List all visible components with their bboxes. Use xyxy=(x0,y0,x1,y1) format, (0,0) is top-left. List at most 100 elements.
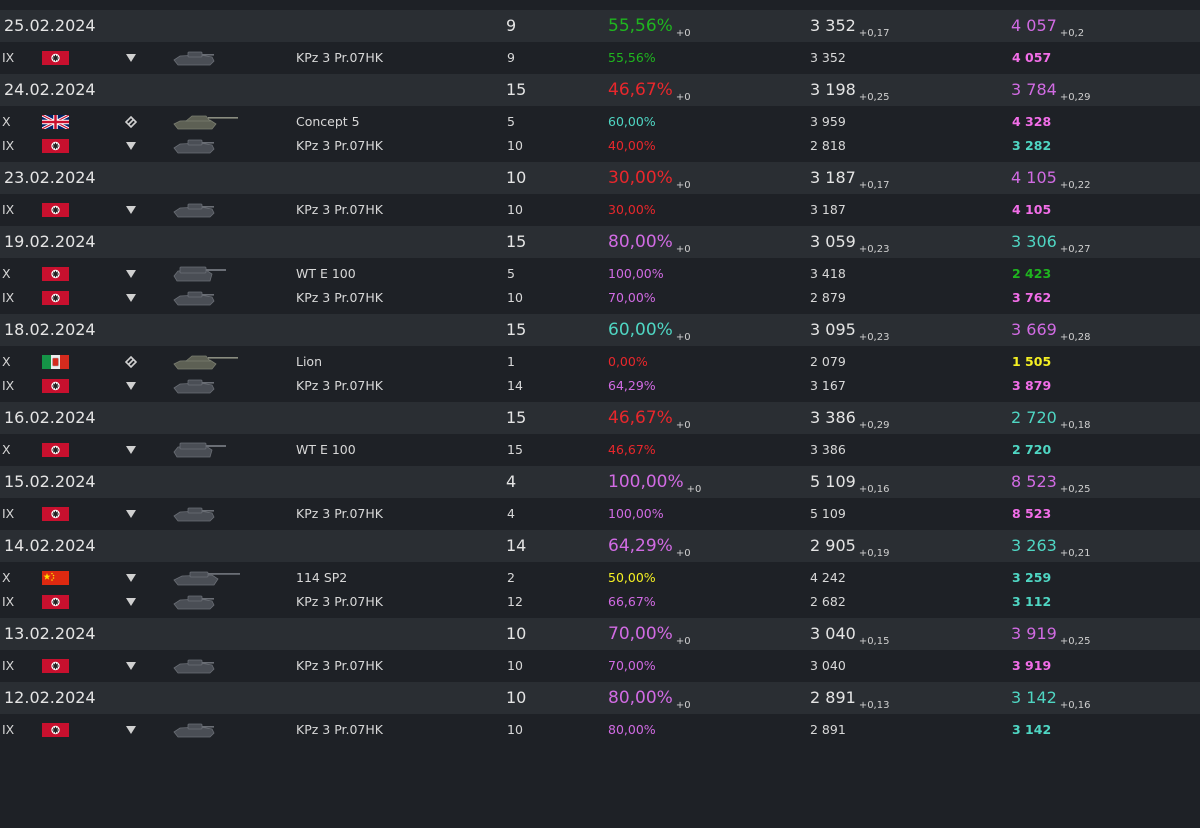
vehicle-name: KPz 3 Pr.07HK xyxy=(296,722,383,737)
day-header-row[interactable]: 25.02.2024 9 55,56% +0 3 352 +0,17 4 057 +0,2 xyxy=(0,10,1200,42)
day-winrate: 64,29% +0 xyxy=(608,530,691,562)
day-header-row[interactable]: 24.02.2024 15 46,67% +0 3 198 +0,25 3 784 +0,29 xyxy=(0,74,1200,106)
heavy-tank-icon xyxy=(172,265,242,283)
vehicle-row[interactable]: X 114 SP2 2 50,00% 4 242 3 259 xyxy=(0,566,1200,590)
day-header-row[interactable]: 19.02.2024 15 80,00% +0 3 059 +0,23 3 306 +0,27 xyxy=(0,226,1200,258)
vehicle-tier: X xyxy=(2,354,11,369)
delta-value: +0 xyxy=(686,484,702,495)
day-avg-value: 3 386 xyxy=(810,408,856,427)
vehicle-row[interactable]: IX KPz 3 Pr.07HK 10 70,00% 2 879 3 762 xyxy=(0,286,1200,310)
vehicle-row[interactable]: IX KPz 3 Pr.07HK 4 100,00% 5 109 8 523 xyxy=(0,502,1200,526)
delta-value: +0,16 xyxy=(858,484,890,495)
vehicle-winrate: 80,00% xyxy=(608,722,656,737)
vehicle-rating: 3 142 xyxy=(1012,722,1052,737)
germany-flag-icon xyxy=(42,507,69,521)
day-avg-value: 3 059 xyxy=(810,232,856,251)
vehicle-rating: 2 423 xyxy=(1012,266,1052,281)
germany-flag-icon xyxy=(42,51,69,65)
vehicle-battles: 10 xyxy=(507,722,523,737)
vehicle-row[interactable]: X Concept 5 5 60,00% 3 959 4 328 xyxy=(0,110,1200,134)
day-battles: 10 xyxy=(506,688,527,707)
vehicle-rating: 3 879 xyxy=(1012,378,1052,393)
day-header-row[interactable]: 15.02.2024 4 100,00% +0 5 109 +0,16 8 523 +0,25 xyxy=(0,466,1200,498)
delta-value: +0,17 xyxy=(858,180,890,191)
vehicle-rating: 4 057 xyxy=(1012,50,1052,65)
vehicle-avg-damage: 2 879 xyxy=(810,290,846,305)
day-winrate: 60,00% +0 xyxy=(608,314,691,346)
day-rating-value: 3 306 xyxy=(1011,232,1057,251)
vehicle-name: WT E 100 xyxy=(296,266,356,281)
day-rating-value: 3 919 xyxy=(1011,624,1057,643)
vehicle-row[interactable]: X Lion 1 0,00% 2 079 1 505 xyxy=(0,350,1200,374)
vehicle-avg-damage: 2 682 xyxy=(810,594,846,609)
day-avg-value: 3 198 xyxy=(810,80,856,99)
day-header-row[interactable]: 12.02.2024 10 80,00% +0 2 891 +0,13 3 142 +0,16 xyxy=(0,682,1200,714)
day-avg-damage: 3 198 +0,25 xyxy=(810,74,889,106)
vehicle-row[interactable]: X WT E 100 15 46,67% 3 386 2 720 xyxy=(0,438,1200,462)
day-date: 12.02.2024 xyxy=(4,688,96,707)
medium-tank-icon xyxy=(172,353,242,371)
vehicle-winrate: 100,00% xyxy=(608,506,664,521)
delta-value: +0,29 xyxy=(858,420,890,431)
day-header-row[interactable]: 16.02.2024 15 46,67% +0 3 386 +0,29 2 720 +0,18 xyxy=(0,402,1200,434)
day-avg-damage: 5 109 +0,16 xyxy=(810,466,889,498)
day-header-row[interactable]: 13.02.2024 10 70,00% +0 3 040 +0,15 3 919 +0,25 xyxy=(0,618,1200,650)
day-rating: 2 720 +0,18 xyxy=(1011,402,1090,434)
vehicle-battles: 10 xyxy=(507,658,523,673)
vehicle-row[interactable]: IX KPz 3 Pr.07HK 9 55,56% 3 352 4 057 xyxy=(0,46,1200,70)
vehicle-row[interactable]: IX KPz 3 Pr.07HK 14 64,29% 3 167 3 879 xyxy=(0,374,1200,398)
vehicle-avg-damage: 3 418 xyxy=(810,266,846,281)
day-winrate-value: 46,67% xyxy=(608,80,673,100)
china-flag-icon xyxy=(42,571,69,585)
day-winrate-value: 55,56% xyxy=(608,16,673,36)
vehicle-row[interactable]: IX KPz 3 Pr.07HK 10 40,00% 2 818 3 282 xyxy=(0,134,1200,158)
vehicle-rating: 2 720 xyxy=(1012,442,1052,457)
td-type-icon xyxy=(125,140,137,152)
vehicle-battles: 12 xyxy=(507,594,523,609)
day-avg-value: 3 352 xyxy=(810,16,856,35)
vehicle-avg-damage: 3 167 xyxy=(810,378,846,393)
day-header-row[interactable]: 14.02.2024 14 64,29% +0 2 905 +0,19 3 263 +0,21 xyxy=(0,530,1200,562)
vehicle-row[interactable]: X WT E 100 5 100,00% 3 418 2 423 xyxy=(0,262,1200,286)
day-date: 18.02.2024 xyxy=(4,320,96,339)
light-tank-icon xyxy=(172,289,242,307)
delta-value: +0 xyxy=(675,700,691,711)
germany-flag-icon xyxy=(42,443,69,457)
vehicle-tier: IX xyxy=(2,658,15,673)
delta-value: +0,16 xyxy=(1059,700,1091,711)
delta-value: +0 xyxy=(675,332,691,343)
vehicle-battles: 14 xyxy=(507,378,523,393)
delta-value: +0,15 xyxy=(858,636,890,647)
day-header-row[interactable]: 23.02.2024 10 30,00% +0 3 187 +0,17 4 105 +0,22 xyxy=(0,162,1200,194)
medium-tank-icon xyxy=(172,113,242,131)
vehicle-battles: 5 xyxy=(507,114,515,129)
vehicle-row[interactable]: IX KPz 3 Pr.07HK 10 70,00% 3 040 3 919 xyxy=(0,654,1200,678)
day-avg-value: 5 109 xyxy=(810,472,856,491)
day-rating: 3 142 +0,16 xyxy=(1011,682,1090,714)
vehicle-winrate: 70,00% xyxy=(608,290,656,305)
delta-value: +0,25 xyxy=(858,92,890,103)
day-rating: 3 784 +0,29 xyxy=(1011,74,1090,106)
day-rating-value: 4 057 xyxy=(1011,16,1057,35)
day-date: 15.02.2024 xyxy=(4,472,96,491)
day-date: 16.02.2024 xyxy=(4,408,96,427)
day-avg-value: 2 905 xyxy=(810,536,856,555)
day-date: 14.02.2024 xyxy=(4,536,96,555)
day-header-row[interactable]: 18.02.2024 15 60,00% +0 3 095 +0,23 3 669 +0,28 xyxy=(0,314,1200,346)
vehicle-rating: 3 919 xyxy=(1012,658,1052,673)
delta-value: +0 xyxy=(675,636,691,647)
td-type-icon xyxy=(125,204,137,216)
long-td-icon xyxy=(172,569,242,587)
vehicle-rating: 3 259 xyxy=(1012,570,1052,585)
vehicle-tier: X xyxy=(2,114,11,129)
vehicle-row[interactable]: IX KPz 3 Pr.07HK 10 30,00% 3 187 4 105 xyxy=(0,198,1200,222)
germany-flag-icon xyxy=(42,595,69,609)
vehicle-tier: IX xyxy=(2,290,15,305)
vehicle-avg-damage: 3 040 xyxy=(810,658,846,673)
vehicle-name: Concept 5 xyxy=(296,114,360,129)
vehicle-name: Lion xyxy=(296,354,323,369)
vehicle-name: WT E 100 xyxy=(296,442,356,457)
vehicle-row[interactable]: IX KPz 3 Pr.07HK 10 80,00% 2 891 3 142 xyxy=(0,718,1200,742)
uk-flag-icon xyxy=(42,115,69,129)
vehicle-row[interactable]: IX KPz 3 Pr.07HK 12 66,67% 2 682 3 112 xyxy=(0,590,1200,614)
